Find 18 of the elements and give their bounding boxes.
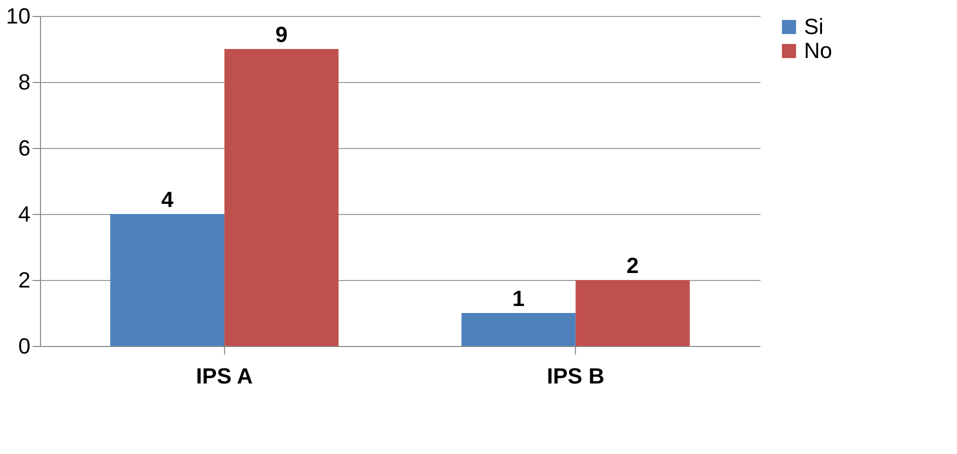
bar — [224, 49, 339, 346]
y-tick-label: 6 — [18, 136, 30, 160]
legend-label: No — [804, 38, 832, 63]
y-tick-label: 2 — [18, 268, 30, 292]
legend-label: Si — [804, 14, 824, 39]
bar — [110, 214, 224, 346]
y-tick-label: 8 — [18, 70, 30, 94]
data-label: 1 — [512, 286, 525, 311]
x-tick-label: IPS B — [546, 364, 604, 388]
x-tick-label: IPS A — [196, 364, 253, 388]
y-tick-label: 10 — [6, 4, 30, 28]
data-label: 4 — [161, 187, 174, 212]
y-tick-label: 0 — [18, 334, 30, 358]
data-label: 2 — [626, 253, 639, 278]
bar — [576, 280, 690, 346]
data-label: 9 — [275, 22, 288, 47]
bar — [461, 313, 576, 346]
y-tick-label: 4 — [18, 202, 30, 226]
